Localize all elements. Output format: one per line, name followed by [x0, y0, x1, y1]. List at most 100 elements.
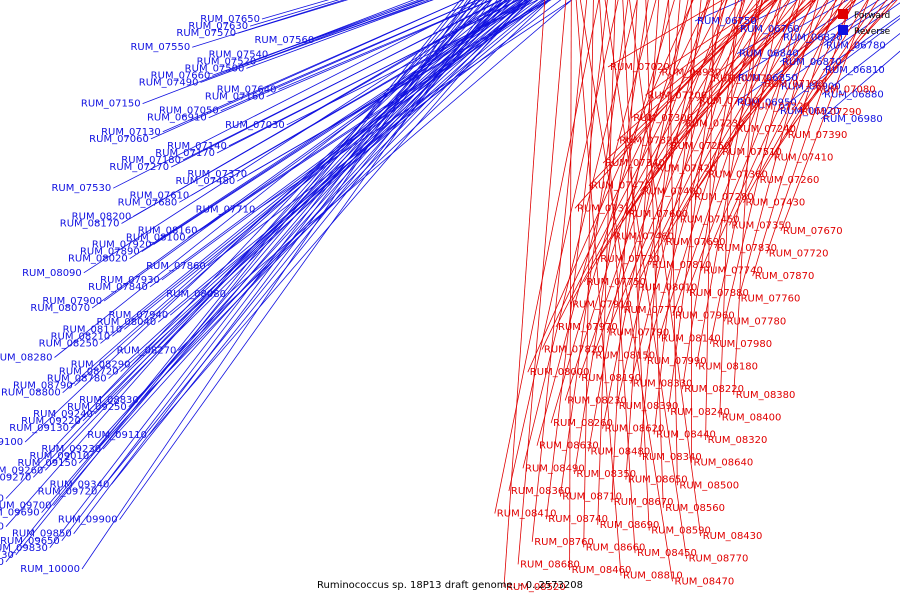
forward-gene-label: RUM_07750: [586, 277, 646, 288]
forward-gene-label: RUM_08430: [703, 531, 763, 542]
label-connector: [220, 0, 479, 112]
label-connector: [246, 0, 434, 69]
forward-gene-label: RUM_08680: [520, 559, 580, 570]
forward-gene-label: RUM_08460: [572, 565, 632, 576]
forward-gene-label: RUM_08190: [581, 373, 641, 384]
label-connector: [517, 0, 567, 565]
reverse-gene-label: RUM_09130: [9, 423, 69, 434]
reverse-gene-label: RUM_07370: [187, 169, 247, 180]
label-connector: [813, 0, 898, 90]
reverse-gene-label: RUM_07270: [109, 162, 169, 173]
forward-gene-label: RUM_07020: [610, 62, 670, 73]
label-connector: [5, 0, 471, 527]
label-connector: [569, 0, 740, 305]
label-connector: [81, 0, 468, 570]
reverse-gene-label: RUM_09010: [29, 451, 89, 462]
reverse-gene-label: RUM_06750: [697, 16, 757, 27]
forward-gene-label: RUM_07790: [610, 328, 670, 339]
label-connector: [62, 0, 508, 393]
label-connector: [602, 0, 689, 429]
label-connector: [266, 0, 493, 97]
label-connector: [102, 0, 511, 450]
label-connector: [141, 0, 528, 253]
reverse-gene-label: RUM_08780: [47, 374, 107, 385]
label-connector: [170, 0, 502, 168]
forward-gene-label: RUM_07450: [680, 215, 740, 226]
forward-gene-label: RUM_06930: [662, 68, 722, 79]
label-connector: [677, 0, 817, 220]
forward-gene-label: RUM_07360: [708, 169, 768, 180]
label-connector: [752, 0, 837, 277]
label-connector: [822, 15, 900, 71]
label-connector: [681, 0, 743, 390]
reverse-gene-label: RUM_07890: [80, 247, 140, 258]
label-connector: [663, 0, 804, 243]
label-connector: [667, 0, 723, 412]
reverse-gene-label: RUM_06840: [739, 49, 799, 60]
label-connector: [631, 0, 778, 119]
label-connector: [626, 0, 789, 215]
forward-gene-label: RUM_07720: [769, 249, 829, 260]
forward-gene-label: RUM_08000: [530, 367, 590, 378]
label-connector: [142, 0, 415, 104]
forward-gene-label: RUM_08220: [684, 384, 744, 395]
reverse-gene-label: RUM_09720: [38, 486, 98, 497]
forward-gene-label: RUM_08010: [638, 282, 698, 293]
reverse-gene-label: RUM_07050: [159, 106, 219, 117]
forward-gene-label: RUM_07310: [577, 203, 637, 214]
label-connector: [597, 0, 766, 260]
forward-gene-label: RUM_07280: [694, 192, 754, 203]
reverse-gene-label: RUM_09680: [0, 522, 4, 533]
label-connector: [278, 0, 492, 90]
reverse-gene-label: RUM_09260: [0, 465, 43, 476]
reverse-gene-label: RUM_09250: [67, 402, 127, 413]
label-connector: [710, 0, 782, 345]
forward-gene-label: RUM_07960: [675, 311, 735, 322]
label-connector: [597, 0, 616, 525]
label-connector: [24, 0, 492, 443]
label-connector: [607, 0, 745, 333]
forward-gene-label: RUM_08320: [708, 435, 768, 446]
reverse-gene-label: RUM_06780: [826, 41, 886, 52]
forward-gene-label: RUM_07810: [652, 260, 712, 271]
label-connector: [54, 0, 507, 358]
label-connector: [550, 0, 675, 424]
reverse-gene-label: RUM_09730: [0, 550, 14, 561]
reverse-gene-label: RUM_07940: [108, 310, 168, 321]
reverse-gene-label: RUM_09900: [58, 515, 118, 526]
forward-gene-label: RUM_07970: [558, 322, 618, 333]
forward-gene-label: RUM_08150: [595, 350, 655, 361]
reverse-gene-label: RUM_06980: [823, 114, 883, 125]
label-connector: [99, 0, 498, 492]
reverse-gene-label: RUM_07060: [89, 134, 149, 145]
label-connector: [672, 0, 781, 316]
label-connector: [583, 0, 753, 283]
reverse-gene-label: RUM_08210: [51, 331, 111, 342]
label-connector: [820, 50, 900, 120]
forward-gene-label: RUM_07300: [633, 113, 693, 124]
label-connector: [604, 0, 687, 559]
label-connector: [564, 0, 693, 401]
reverse-gene-label: RUM_06820: [783, 32, 843, 43]
label-connector: [574, 0, 649, 475]
forward-gene-label: RUM_08690: [600, 520, 660, 531]
label-connector: [735, 0, 865, 79]
label-connector: [695, 0, 763, 367]
reverse-gene-label: RUM_07140: [167, 141, 227, 152]
reverse-gene-label: RUM_08090: [22, 268, 82, 279]
label-connector: [200, 0, 424, 83]
label-connector: [738, 0, 819, 299]
label-connector: [785, 0, 888, 136]
reverse-gene-label: RUM_07930: [100, 275, 160, 286]
label-connector: [100, 0, 523, 344]
label-connector: [15, 0, 465, 556]
label-connector: [121, 0, 508, 224]
label-connector: [49, 0, 472, 549]
reverse-gene-label: RUM_08290: [71, 360, 131, 371]
reverse-gene-label: RUM_07570: [176, 28, 236, 39]
reverse-gene-label: RUM_07660: [151, 70, 211, 81]
forward-gene-label: RUM_07240: [736, 124, 796, 135]
reverse-gene-label: RUM_09650: [0, 536, 60, 547]
forward-gene-label: RUM_08590: [651, 526, 711, 537]
label-connector: [579, 0, 673, 582]
